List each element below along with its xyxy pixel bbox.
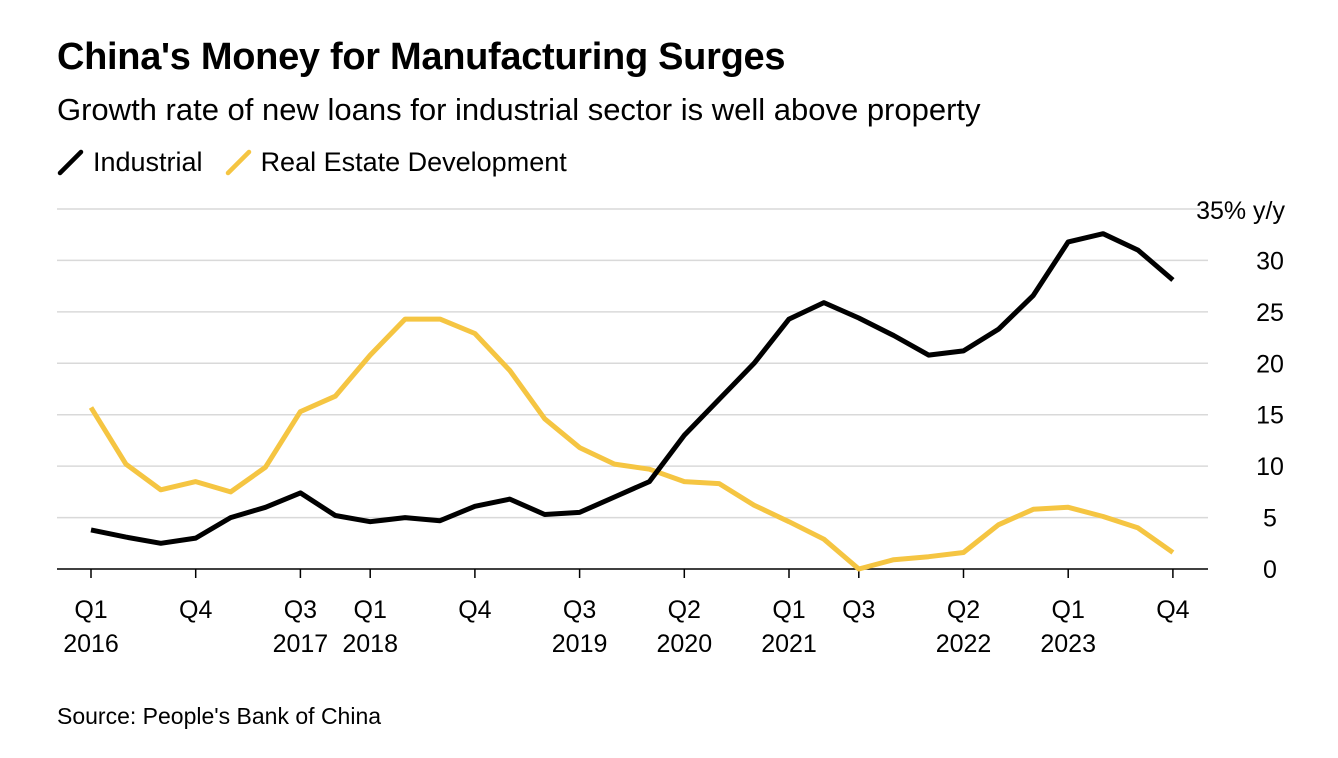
x-tick-label-quarter: Q1 <box>772 596 805 624</box>
legend-item-industrial: Industrial <box>57 147 203 178</box>
y-tick-label: 10 <box>1256 453 1284 481</box>
x-tick-label-quarter: Q3 <box>284 596 317 624</box>
x-tick-label-year: 2021 <box>761 630 817 658</box>
x-tick-label-year: 2017 <box>273 630 329 658</box>
series-line-real-estate <box>88 316 1175 572</box>
x-tick-label-quarter: Q3 <box>842 596 875 624</box>
x-tick-label-quarter: Q1 <box>74 596 107 624</box>
y-tick-label: 20 <box>1256 350 1284 378</box>
x-tick-label-quarter: Q3 <box>563 596 596 624</box>
y-tick-label: 30 <box>1256 247 1284 275</box>
legend-swatch-real-estate <box>225 149 251 176</box>
legend-label-real-estate: Real Estate Development <box>260 146 567 177</box>
legend-item-real-estate: Real Estate Development <box>225 147 567 178</box>
y-tick-label: 0 <box>1263 556 1277 584</box>
legend: Industrial Real Estate Development <box>57 144 589 180</box>
x-tick-label-quarter: Q2 <box>947 596 980 624</box>
y-tick-label: 15 <box>1256 402 1284 430</box>
y-tick-label: 5 <box>1263 505 1277 533</box>
chart-title: China's Money for Manufacturing Surges <box>57 36 786 78</box>
x-tick-label-year: 2016 <box>63 630 119 658</box>
legend-swatch-industrial <box>57 149 84 176</box>
x-tick-label-quarter: Q1 <box>354 596 387 624</box>
source-note: Source: People's Bank of China <box>57 703 382 729</box>
x-tick-label-year: 2022 <box>936 630 992 658</box>
legend-label-industrial: Industrial <box>93 146 203 177</box>
x-tick-label-quarter: Q1 <box>1052 596 1085 624</box>
x-tick-label-quarter: Q4 <box>179 596 212 624</box>
series-line-industrial <box>90 231 1175 546</box>
x-tick-label-year: 2023 <box>1040 630 1096 658</box>
x-tick-label-year: 2020 <box>656 630 712 658</box>
x-tick-label-quarter: Q4 <box>458 596 491 624</box>
y-tick-label: 25 <box>1256 299 1284 327</box>
y-axis-unit-label: 35% y/y <box>1196 197 1285 225</box>
x-tick-label-year: 2018 <box>342 630 398 658</box>
x-tick-label-quarter: Q4 <box>1156 596 1189 624</box>
chart-subtitle: Growth rate of new loans for industrial … <box>57 92 981 127</box>
x-tick-label-year: 2019 <box>552 630 608 658</box>
x-tick-label-quarter: Q2 <box>668 596 701 624</box>
